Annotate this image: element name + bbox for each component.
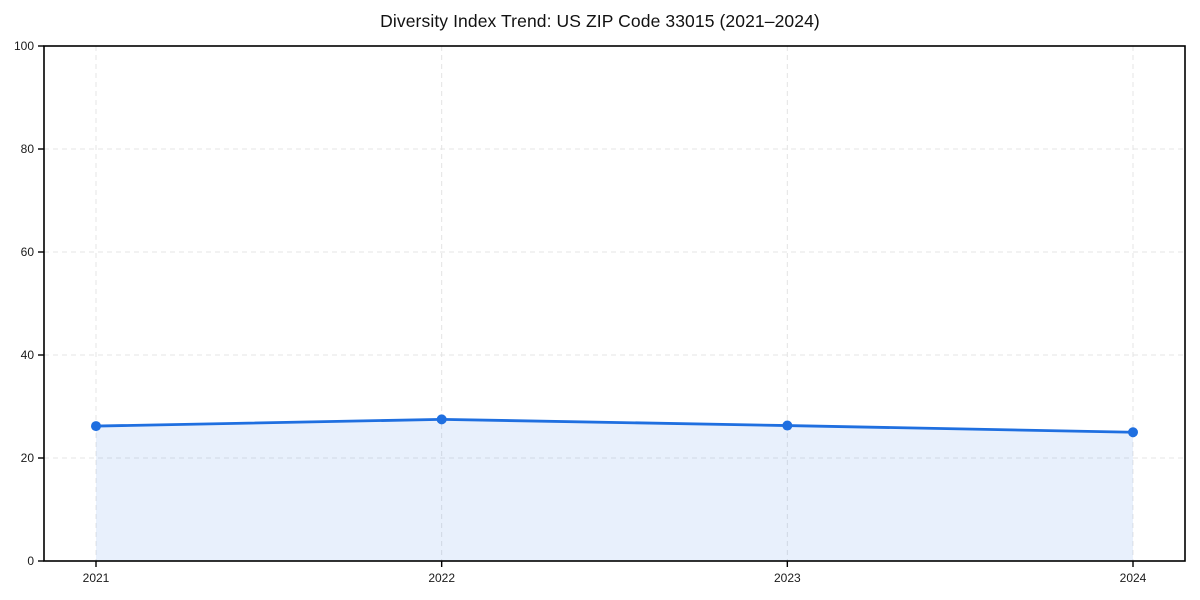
trend-line xyxy=(94,417,1135,434)
y-tick-label: 100 xyxy=(14,39,34,53)
data-point-2023 xyxy=(782,420,793,431)
data-point-2021 xyxy=(91,421,101,432)
x-tick-label: 2024 xyxy=(1120,571,1147,585)
area-fill xyxy=(96,419,1133,561)
chart-title: Diversity Index Trend: US ZIP Code 33015… xyxy=(380,11,820,31)
x-tick-label: 2021 xyxy=(83,571,110,585)
y-tick-label: 80 xyxy=(21,142,35,156)
data-point-2022 xyxy=(436,414,447,425)
plot-border xyxy=(43,45,1186,562)
x-tick-label: 2022 xyxy=(428,571,455,585)
y-tick-label: 60 xyxy=(21,245,35,259)
y-tick-label: 40 xyxy=(21,348,35,362)
y-tick-label: 20 xyxy=(21,451,35,465)
y-tick-label: 0 xyxy=(27,554,34,568)
x-tick-label: 2023 xyxy=(774,571,801,585)
data-point-2024 xyxy=(1128,427,1138,438)
